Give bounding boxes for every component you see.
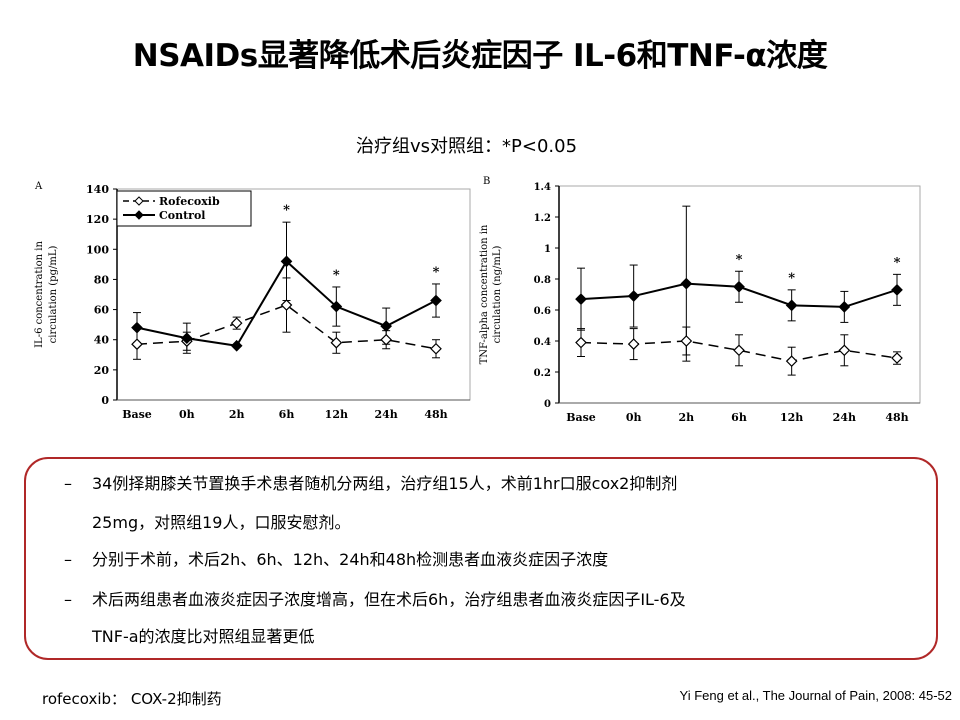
y-tick-label: 120 — [86, 213, 109, 226]
data-point-control — [575, 293, 587, 305]
data-point-control — [280, 255, 293, 268]
y-tick-label: 140 — [86, 183, 109, 196]
x-tick-label: 2h — [229, 408, 245, 421]
legend-label: Control — [159, 209, 205, 222]
chart-b: B 0 0.2 0.4 0.6 0.8 1 1.2 1.4 Base 0h 2h 6h 12h 24h 48h… — [478, 172, 930, 434]
bullet-dash: – — [64, 550, 72, 569]
significance-marker: * — [333, 268, 340, 283]
bullet-text: 34例择期膝关节置换手术患者随机分两组，治疗组15人，术前1hr口服cox2抑制… — [92, 474, 678, 493]
x-tick-label: 0h — [179, 408, 195, 421]
y-tick-label: 0 — [544, 399, 551, 410]
summary-box — [24, 457, 938, 660]
x-tick-label: 48h — [424, 408, 447, 421]
slide-title: NSAIDs显著降低术后炎症因子 IL-6和TNF-α浓度 — [132, 38, 828, 74]
data-point-rofecoxib — [430, 342, 442, 355]
significance-marker: * — [736, 252, 743, 267]
data-point-control — [838, 301, 851, 313]
data-point-rofecoxib — [680, 335, 693, 347]
bullet-3-cont: TNF-a的浓度比对照组显著更低 — [92, 627, 315, 647]
significance-note: 治疗组vs对照组：*P<0.05 — [356, 136, 578, 157]
y-tick-label: 100 — [86, 243, 109, 256]
bullet-text: 术后两组患者血液炎症因子浓度增高，但在术后6h，治疗组患者血液炎症因子IL-6及 — [92, 590, 686, 609]
data-point-control — [891, 284, 903, 296]
bullet-text: TNF-a的浓度比对照组显著更低 — [92, 627, 315, 646]
x-tick-label: 0h — [626, 411, 642, 424]
panel-label: A — [34, 181, 43, 192]
x-tick-label: 12h — [325, 408, 348, 421]
y-tick-label: 0.8 — [534, 275, 551, 286]
data-point-rofecoxib — [280, 299, 293, 311]
data-point-rofecoxib — [838, 344, 851, 357]
y-tick-label: 0.4 — [534, 337, 551, 348]
y-tick-label: 80 — [94, 273, 110, 286]
data-point-rofecoxib — [733, 344, 745, 357]
data-point-control — [380, 320, 393, 332]
chart-a-svg: A 0 20 40 60 80 100 120 140 Base 0h 2h 6h 12h 24h 48h IL… — [34, 181, 471, 421]
y-tick-label: 0 — [101, 394, 109, 407]
significance-marker: * — [788, 271, 795, 286]
data-point-rofecoxib — [785, 355, 798, 367]
data-point-control — [733, 280, 745, 293]
data-point-control — [180, 332, 193, 345]
y-tick-label: 40 — [94, 334, 110, 347]
data-point-rofecoxib — [627, 338, 640, 350]
data-point-control — [330, 300, 343, 313]
citation: Yi Feng et al., The Journal of Pain, 200… — [679, 688, 952, 703]
data-point-rofecoxib — [575, 336, 587, 349]
bullet-dash: – — [64, 590, 72, 609]
chart-b-svg: B 0 0.2 0.4 0.6 0.8 1 1.2 1.4 Base 0h 2h 6h 12h 24h 48h… — [479, 176, 921, 424]
data-point-control — [430, 294, 442, 307]
x-tick-label: 6h — [279, 408, 295, 421]
bullet-3: – 术后两组患者血液炎症因子浓度增高，但在术后6h，治疗组患者血液炎症因子IL-… — [64, 590, 686, 610]
legend-marker — [134, 210, 144, 220]
y-axis-title: circulation (pg/mL) — [48, 246, 59, 344]
bullet-text: 分别于术前，术后2h、6h、12h、24h和48h检测患者血液炎症因子浓度 — [92, 550, 609, 569]
y-tick-label: 1.2 — [534, 213, 551, 224]
y-tick-label: 1.4 — [534, 182, 551, 193]
chart-a: A 0 20 40 60 80 100 120 140 Base 0h 2h 6h 12h 24h 48h IL… — [30, 172, 475, 432]
legend-label: Rofecoxib — [159, 195, 220, 208]
y-tick-label: 60 — [94, 304, 110, 317]
bullet-1-cont: 25mg，对照组19人，口服安慰剂。 — [92, 513, 350, 533]
footer-note: rofecoxib： COX-2抑制药 — [42, 690, 222, 708]
x-tick-label: Base — [566, 411, 596, 424]
bullet-dash: – — [64, 474, 72, 493]
panel-label: B — [483, 176, 490, 187]
data-point-rofecoxib — [330, 336, 343, 349]
significance-marker: * — [894, 255, 901, 270]
x-tick-label: 48h — [885, 411, 908, 424]
x-tick-label: 24h — [833, 411, 856, 424]
data-point-rofecoxib — [131, 338, 143, 351]
data-point-control — [785, 299, 798, 312]
x-tick-label: 24h — [375, 408, 398, 421]
y-axis-title: circulation (ng/mL) — [492, 246, 503, 344]
x-tick-label: Base — [122, 408, 152, 421]
y-axis-title: IL-6 concentration in — [34, 241, 45, 348]
y-tick-label: 0.6 — [534, 306, 551, 317]
legend-marker — [134, 196, 144, 206]
data-point-control — [131, 321, 143, 334]
data-point-rofecoxib — [380, 333, 393, 346]
significance-marker: * — [283, 203, 290, 218]
data-point-rofecoxib — [230, 317, 243, 329]
significance-marker: * — [433, 265, 440, 280]
y-tick-label: 20 — [94, 364, 110, 377]
x-tick-label: 12h — [780, 411, 803, 424]
data-point-control — [680, 277, 693, 290]
x-tick-label: 6h — [731, 411, 747, 424]
data-point-control — [230, 339, 243, 352]
y-axis-title: TNF-alpha concentration in — [479, 224, 490, 364]
y-tick-label: 0.2 — [534, 368, 551, 379]
bullet-2: – 分别于术前，术后2h、6h、12h、24h和48h检测患者血液炎症因子浓度 — [64, 550, 608, 570]
bullet-text: 25mg，对照组19人，口服安慰剂。 — [92, 513, 351, 532]
data-point-control — [627, 290, 640, 302]
data-point-rofecoxib — [891, 352, 903, 364]
x-tick-label: 2h — [679, 411, 695, 424]
y-tick-label: 1 — [544, 244, 551, 255]
bullet-1: – 34例择期膝关节置换手术患者随机分两组，治疗组15人，术前1hr口服cox2… — [64, 474, 677, 494]
